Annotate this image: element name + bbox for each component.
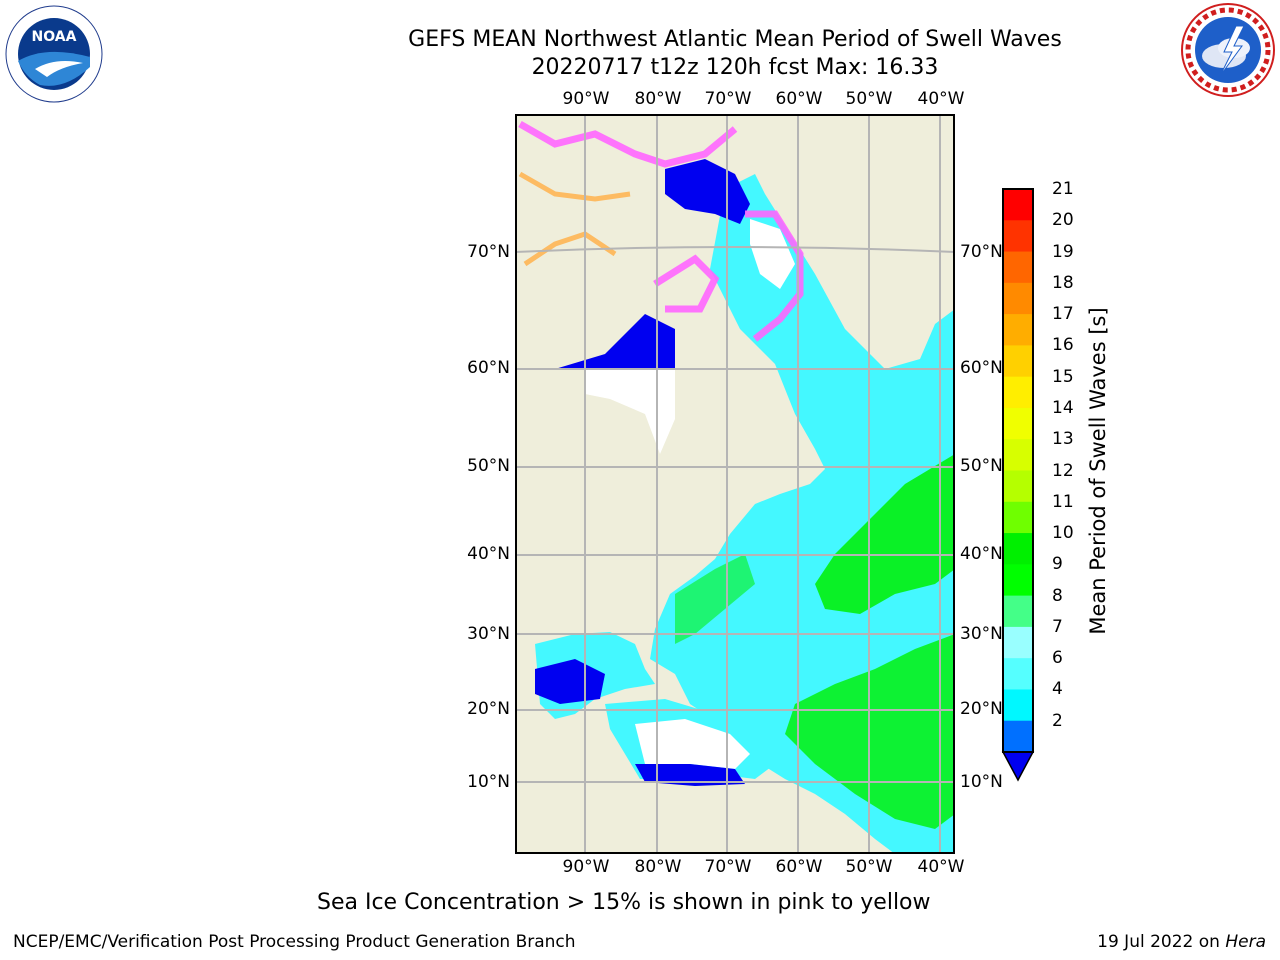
footer-date-text: 19 Jul 2022 on [1097, 932, 1226, 952]
colorbar-segment [1003, 282, 1033, 315]
lon-label-top: 60°W [775, 89, 823, 109]
lat-label-right: 70°N [960, 242, 1003, 262]
lon-label-bottom: 80°W [634, 857, 682, 877]
lat-label-right: 40°N [960, 544, 1003, 564]
colorbar-segment [1003, 689, 1033, 722]
colorbar-segment [1003, 501, 1033, 534]
lat-label-right: 60°N [960, 358, 1003, 378]
lon-label-bottom: 40°W [917, 857, 965, 877]
colorbar-tick-label: 20 [1052, 210, 1074, 231]
nws-logo [1180, 2, 1276, 98]
lat-label-left: 70°N [467, 242, 510, 262]
colorbar-tick-label: 14 [1052, 397, 1074, 418]
colorbar-segment [1003, 720, 1033, 753]
lon-label-top: 70°W [704, 89, 752, 109]
colorbar-segment [1003, 564, 1033, 597]
baffin-bay [665, 159, 750, 224]
lon-label-top: 90°W [562, 89, 610, 109]
colorbar-segment [1003, 376, 1033, 409]
colorbar-segment [1003, 407, 1033, 440]
lon-label-bottom: 50°W [845, 857, 893, 877]
sea-ice-region [518, 120, 804, 342]
lon-label-top: 50°W [845, 89, 893, 109]
colorbar-tick-label: 4 [1052, 679, 1063, 700]
lat-label-right: 50°N [960, 456, 1003, 476]
colorbar-segment [1003, 189, 1033, 221]
colorbar-segment [1003, 251, 1033, 284]
footer-date: 19 Jul 2022 on Hera [1097, 932, 1266, 952]
chart-subtitle: 20220717 t12z 120h fcst Max: 16.33 [531, 55, 939, 80]
sea-ice-caption: Sea Ice Concentration > 15% is shown in … [317, 890, 931, 915]
colorbar-segment [1003, 439, 1033, 471]
lon-label-top: 80°W [634, 89, 682, 109]
lon-label-bottom: 60°W [775, 857, 823, 877]
map-panel [514, 114, 956, 854]
lat-label-right: 30°N [960, 624, 1003, 644]
colorbar-title: Mean Period of Swell Waves [s] [1086, 307, 1110, 635]
lat-label-left: 50°N [467, 456, 510, 476]
colorbar-segment [1003, 314, 1033, 346]
colorbar-tick-label: 15 [1052, 366, 1074, 387]
colorbar-tick-label: 21 [1052, 179, 1074, 199]
colorbar-segment [1003, 345, 1033, 378]
footer-credit: NCEP/EMC/Verification Post Processing Pr… [13, 932, 576, 952]
colorbar-tick-label: 8 [1052, 585, 1063, 606]
lat-label-left: 20°N [467, 699, 510, 719]
chart-title: GEFS MEAN Northwest Atlantic Mean Period… [408, 27, 1062, 52]
lat-label-left: 60°N [467, 358, 510, 378]
lon-label-top: 40°W [917, 89, 965, 109]
colorbar-tick-label: 10 [1052, 523, 1074, 544]
colorbar [1000, 186, 1036, 786]
colorbar-segment [1003, 533, 1033, 565]
colorbar-tick-label: 18 [1052, 272, 1074, 293]
lon-label-bottom: 90°W [562, 857, 610, 877]
colorbar-segment [1003, 626, 1033, 659]
lat-label-right: 10°N [960, 772, 1003, 792]
colorbar-tick-label: 6 [1052, 648, 1063, 669]
noaa-logo: NOAA [5, 5, 103, 103]
lat-label-left: 40°N [467, 544, 510, 564]
lat-label-left: 10°N [467, 772, 510, 792]
lat-label-left: 30°N [467, 624, 510, 644]
colorbar-tick-label: 17 [1052, 304, 1074, 325]
colorbar-tick-label: 9 [1052, 554, 1063, 575]
colorbar-segment [1003, 595, 1033, 628]
colorbar-segment [1003, 658, 1033, 690]
colorbar-tick-label: 12 [1052, 460, 1074, 481]
lat-label-right: 20°N [960, 699, 1003, 719]
colorbar-segment [1003, 470, 1033, 503]
colorbar-tick-label: 13 [1052, 429, 1074, 450]
lon-label-bottom: 70°W [704, 857, 752, 877]
hudson-bay [555, 314, 675, 369]
colorbar-tick-label: 2 [1052, 710, 1063, 731]
colorbar-under-arrow [1001, 751, 1035, 782]
svg-text:NOAA: NOAA [32, 29, 77, 45]
colorbar-segment [1003, 220, 1033, 253]
graticule [514, 114, 956, 854]
colorbar-tick-label: 19 [1052, 241, 1074, 262]
colorbar-tick-label: 16 [1052, 335, 1074, 356]
footer-host: Hera [1225, 932, 1266, 952]
colorbar-tick-label: 11 [1052, 491, 1074, 512]
colorbar-tick-label: 7 [1052, 616, 1063, 637]
